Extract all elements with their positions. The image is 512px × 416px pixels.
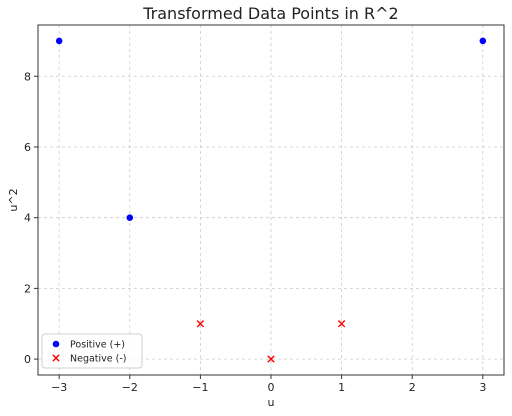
y-tick-label: 4 xyxy=(24,212,31,225)
y-axis-label: u^2 xyxy=(7,188,20,211)
legend-box xyxy=(41,333,143,369)
x-tick-label: −1 xyxy=(192,381,208,394)
legend-label: Negative (-) xyxy=(70,354,127,365)
chart-title: Transformed Data Points in R^2 xyxy=(142,4,398,23)
y-tick-label: 2 xyxy=(24,282,31,295)
grid-lines xyxy=(38,25,504,375)
x-tick-label: 3 xyxy=(479,381,486,394)
x-tick-label: 0 xyxy=(268,381,275,394)
x-tick-label: 2 xyxy=(409,381,416,394)
positive-point xyxy=(126,214,134,221)
legend-marker xyxy=(52,354,60,362)
x-tick-label: −3 xyxy=(51,381,67,394)
positive-point xyxy=(479,37,487,45)
legend-label: Positive (+) xyxy=(70,340,125,351)
negative-point xyxy=(267,355,275,363)
x-axis-label: u xyxy=(268,396,275,409)
y-tick-label: 6 xyxy=(24,141,31,154)
y-tick-label: 8 xyxy=(24,70,31,83)
negative-point xyxy=(196,320,205,328)
legend: Positive (+) Negative (-) xyxy=(41,333,143,369)
axis-ticks: −3 −2 −1 0 1 2 3 0 2 4 6 8 xyxy=(24,70,486,394)
positive-point xyxy=(55,37,63,45)
legend-marker xyxy=(52,340,60,348)
x-tick-label: −2 xyxy=(122,381,138,394)
negative-point xyxy=(337,320,346,328)
data-points xyxy=(55,37,487,363)
x-tick-label: 1 xyxy=(338,381,345,394)
y-tick-label: 0 xyxy=(24,353,31,366)
